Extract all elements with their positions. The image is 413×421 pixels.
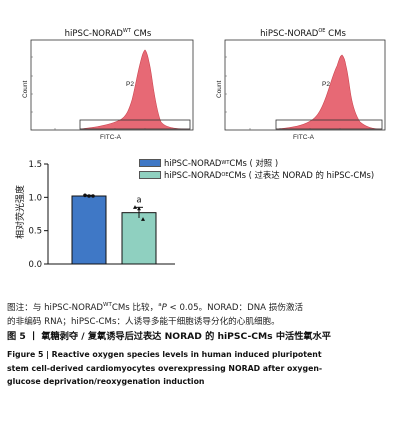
figure-note-line-1: 图注：与 hiPSC-NORADWTCMs 比较，aP < 0.05。NORAD… [7, 302, 304, 313]
y-tick-label: 1.5 [28, 160, 42, 170]
histogram-frame [30, 39, 194, 131]
figure-title-en: Figure 5 | Reactive oxygen species level… [7, 348, 409, 389]
y-tick-label: 0.0 [28, 260, 42, 270]
histogram-title-oe: hiPSC-NORADOE CMs [260, 28, 346, 39]
figure-title-en-line-1: Figure 5 | Reactive oxygen species level… [7, 350, 322, 359]
data-point [137, 206, 141, 211]
figure-title-zh: 图 5 丨 氧糖剥夺 / 复氧诱导后过表达 NORAD 的 hiPSC-CMs … [7, 331, 331, 342]
gate-rectangle [275, 119, 383, 130]
data-point [141, 217, 145, 221]
histogram-title-wt: hiPSC-NORADWT CMs [64, 28, 152, 39]
axis-xlabel: FITC-A [100, 134, 122, 141]
data-point [133, 205, 137, 209]
data-point [87, 194, 91, 198]
legend-swatch-wt [139, 159, 161, 167]
bar-oe [121, 212, 157, 265]
legend-swatch-oe [139, 171, 161, 179]
axis-ylabel: Count [22, 80, 29, 98]
histogram-oe: P2 Count FITC-A [216, 39, 386, 141]
histogram-frame [224, 39, 386, 131]
bar-layer: 0.0 0.5 1.0 1.5 a [28, 160, 157, 270]
histogram-wt: P2 Count FITC-A [22, 39, 194, 141]
figure-note: 图注：与 hiPSC-NORADWTCMs 比较，aP < 0.05。NORAD… [7, 298, 409, 329]
y-tick-label: 0.5 [28, 227, 42, 237]
y-tick-label: 1.0 [28, 193, 42, 203]
bar-chart: 0.0 0.5 1.0 1.5 a 相对荧光强度 [14, 160, 175, 270]
gate-rectangle [79, 119, 191, 130]
figure-note-line-2: 的非编码 RNA；hiPSC-CMs：人诱导多能干细胞诱导分化的心肌细胞。 [7, 316, 280, 327]
histogram-curve [275, 54, 383, 130]
legend-item-wt: hiPSC-NORAD WT CMs ( 对照 ) [139, 157, 374, 169]
data-point [83, 193, 87, 198]
bar-wt [71, 195, 107, 265]
figure-title-en-line-3: glucose deprivation/reoxygenation induct… [7, 377, 205, 386]
legend-item-oe: hiPSC-NORAD OE CMs ( 过表达 NORAD 的 hiPSC-CM… [139, 169, 374, 181]
significance-label: a [136, 195, 141, 205]
axis-xlabel: FITC-A [293, 134, 315, 141]
axis-ticks [225, 56, 371, 130]
figure-title-en-line-2: stem cell-derived cardiomyocytes overexp… [7, 363, 323, 373]
axis-ticks [31, 56, 176, 130]
gate-label: P2 [126, 81, 134, 88]
legend: hiPSC-NORAD WT CMs ( 对照 ) hiPSC-NORAD OE … [139, 157, 374, 181]
y-axis-label: 相对荧光强度 [14, 185, 26, 239]
histogram-curve [79, 49, 191, 130]
axis-ylabel: Count [216, 80, 223, 98]
data-point [91, 194, 95, 198]
gate-label: P2 [322, 81, 330, 88]
